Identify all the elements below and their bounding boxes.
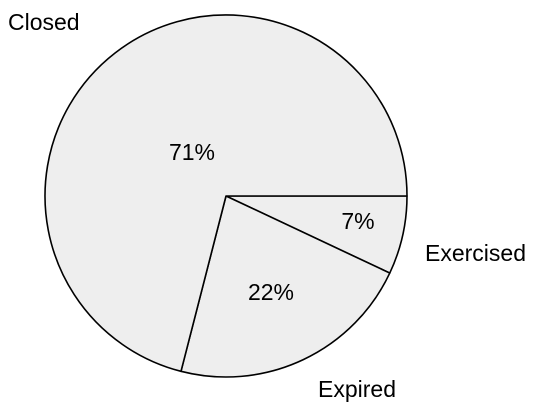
value-label-exercised: 7% (341, 208, 374, 234)
value-label-expired: 22% (248, 279, 294, 305)
pie-slice-closed (44, 14, 408, 373)
category-label-expired: Expired (318, 376, 396, 402)
pie-slices (44, 14, 408, 378)
pie-value-labels: 7% 22% 71% (169, 139, 375, 305)
category-label-exercised: Exercised (425, 240, 526, 266)
value-label-closed: 71% (169, 139, 215, 165)
pie-slice-expired (180, 195, 391, 378)
category-label-closed: Closed (8, 9, 80, 35)
pie-category-labels: Exercised Expired Closed (8, 9, 526, 402)
